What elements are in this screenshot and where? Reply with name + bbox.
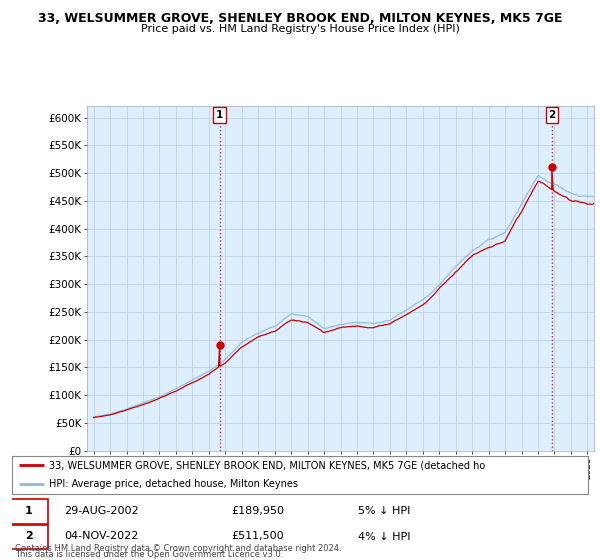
Text: £189,950: £189,950 bbox=[231, 506, 284, 516]
Text: HPI: Average price, detached house, Milton Keynes: HPI: Average price, detached house, Milt… bbox=[49, 479, 298, 489]
Text: 2: 2 bbox=[548, 110, 556, 120]
Text: 5% ↓ HPI: 5% ↓ HPI bbox=[358, 506, 410, 516]
FancyBboxPatch shape bbox=[9, 525, 48, 549]
Text: £511,500: £511,500 bbox=[231, 531, 284, 542]
Text: 33, WELSUMMER GROVE, SHENLEY BROOK END, MILTON KEYNES, MK5 7GE: 33, WELSUMMER GROVE, SHENLEY BROOK END, … bbox=[38, 12, 562, 25]
Text: Price paid vs. HM Land Registry's House Price Index (HPI): Price paid vs. HM Land Registry's House … bbox=[140, 24, 460, 34]
Text: 04-NOV-2022: 04-NOV-2022 bbox=[64, 531, 138, 542]
Text: 1: 1 bbox=[25, 506, 32, 516]
FancyBboxPatch shape bbox=[9, 500, 48, 524]
Text: 29-AUG-2002: 29-AUG-2002 bbox=[64, 506, 139, 516]
Text: This data is licensed under the Open Government Licence v3.0.: This data is licensed under the Open Gov… bbox=[15, 550, 283, 559]
Text: Contains HM Land Registry data © Crown copyright and database right 2024.: Contains HM Land Registry data © Crown c… bbox=[15, 544, 341, 553]
Text: 33, WELSUMMER GROVE, SHENLEY BROOK END, MILTON KEYNES, MK5 7GE (detached ho: 33, WELSUMMER GROVE, SHENLEY BROOK END, … bbox=[49, 460, 485, 470]
Text: 2: 2 bbox=[25, 531, 32, 542]
Text: 1: 1 bbox=[216, 110, 223, 120]
Text: 4% ↓ HPI: 4% ↓ HPI bbox=[358, 531, 410, 542]
